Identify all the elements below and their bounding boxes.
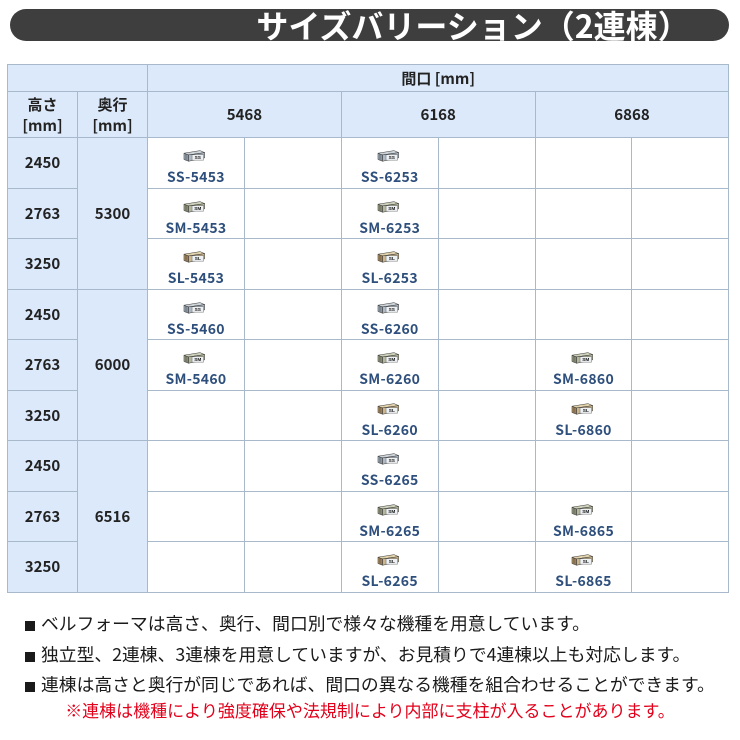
svg-text:SS: SS: [389, 307, 395, 313]
svg-text:SM: SM: [195, 357, 202, 363]
svg-text:SM: SM: [582, 357, 589, 363]
svg-text:SS: SS: [195, 155, 201, 161]
svg-text:SM: SM: [388, 357, 395, 363]
svg-text:SL: SL: [389, 256, 395, 262]
svg-text:SM: SM: [388, 509, 395, 515]
svg-text:SL: SL: [583, 408, 589, 414]
svg-text:SM: SM: [195, 206, 202, 212]
svg-text:SL: SL: [389, 559, 395, 565]
svg-text:SL: SL: [389, 408, 395, 414]
svg-text:SL: SL: [583, 559, 589, 565]
svg-text:SM: SM: [582, 509, 589, 515]
svg-text:SS: SS: [389, 155, 395, 161]
svg-text:SS: SS: [195, 307, 201, 313]
svg-text:SS: SS: [389, 458, 395, 464]
svg-text:SM: SM: [388, 206, 395, 212]
svg-text:SL: SL: [195, 256, 201, 262]
